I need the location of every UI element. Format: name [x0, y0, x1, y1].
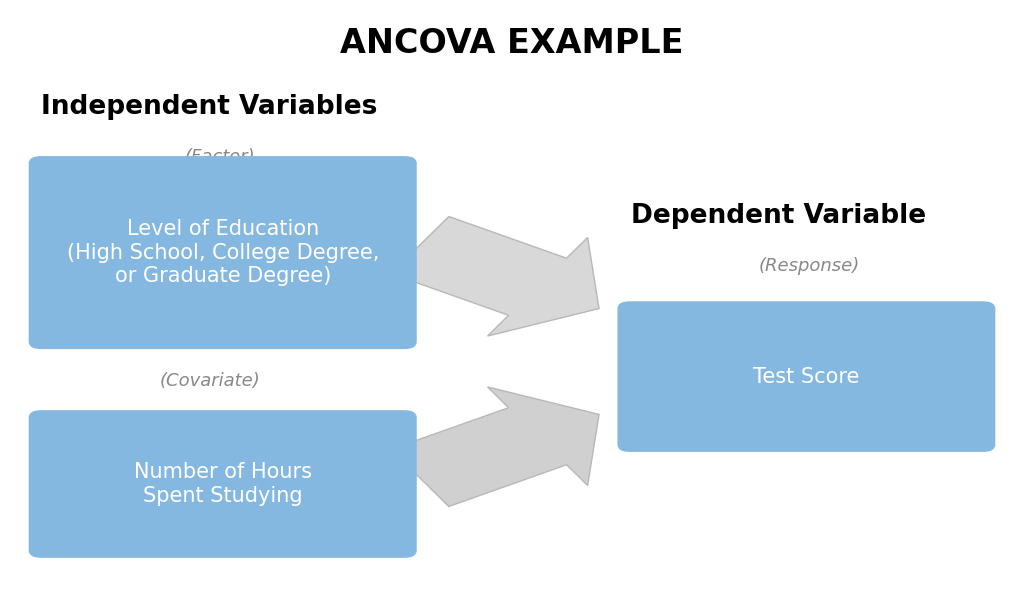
Polygon shape — [391, 217, 599, 336]
FancyBboxPatch shape — [29, 156, 417, 349]
Text: Test Score: Test Score — [754, 367, 859, 387]
Polygon shape — [391, 387, 599, 506]
Text: (Response): (Response) — [759, 257, 859, 275]
Text: ANCOVA EXAMPLE: ANCOVA EXAMPLE — [340, 27, 684, 60]
Text: Independent Variables: Independent Variables — [41, 94, 377, 120]
FancyBboxPatch shape — [617, 301, 995, 452]
Text: Number of Hours
Spent Studying: Number of Hours Spent Studying — [134, 462, 311, 506]
Text: (Factor): (Factor) — [185, 148, 255, 166]
Text: Dependent Variable: Dependent Variable — [631, 203, 926, 229]
Text: Level of Education
(High School, College Degree,
or Graduate Degree): Level of Education (High School, College… — [67, 220, 379, 286]
FancyBboxPatch shape — [29, 410, 417, 558]
Text: (Covariate): (Covariate) — [160, 372, 260, 390]
